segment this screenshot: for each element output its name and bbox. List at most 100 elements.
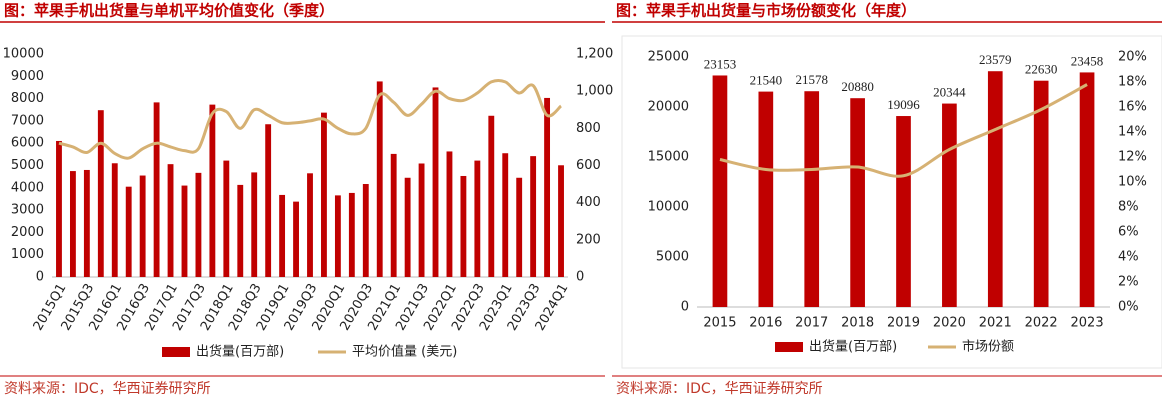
bar bbox=[987, 71, 1003, 308]
bar bbox=[251, 172, 258, 277]
y2-tick-label: 4% bbox=[1118, 250, 1139, 265]
chart-title: 图：苹果手机出货量与市场份额变化（年度） bbox=[616, 2, 916, 20]
value-label: 21540 bbox=[750, 73, 783, 88]
bar bbox=[502, 153, 509, 277]
legend-swatch bbox=[162, 347, 190, 357]
bar bbox=[558, 165, 564, 277]
bar bbox=[307, 173, 313, 277]
y2-tick-label: 6% bbox=[1118, 225, 1139, 240]
y2-tick-label: 600 bbox=[576, 158, 601, 173]
legend-label: 出货量(百万部) bbox=[809, 339, 897, 355]
x-tick-label: 2017 bbox=[795, 316, 828, 331]
y-tick-label: 4000 bbox=[11, 180, 44, 195]
y-tick-label: 9000 bbox=[11, 69, 44, 84]
bar bbox=[712, 75, 728, 307]
legend-swatch bbox=[775, 342, 803, 352]
y2-tick-label: 12% bbox=[1118, 150, 1147, 165]
y-tick-label: 15000 bbox=[648, 150, 689, 165]
bar bbox=[195, 172, 202, 277]
bar bbox=[139, 175, 146, 277]
bar bbox=[362, 184, 369, 277]
y2-tick-label: 1,200 bbox=[576, 47, 613, 62]
x-tick-label: 2019 bbox=[887, 316, 920, 331]
y2-tick-label: 20% bbox=[1118, 50, 1147, 65]
y-tick-label: 25000 bbox=[648, 50, 689, 65]
y-tick-label: 10000 bbox=[648, 200, 689, 215]
y2-tick-label: 16% bbox=[1118, 100, 1147, 115]
source-note: 资料来源：IDC，华西证券研究所 bbox=[4, 381, 211, 397]
bar bbox=[83, 169, 90, 277]
y-tick-label: 10000 bbox=[3, 47, 44, 62]
bar bbox=[279, 194, 286, 277]
y-tick-label: 5000 bbox=[656, 250, 689, 265]
value-label: 20344 bbox=[933, 85, 966, 100]
value-label: 23153 bbox=[704, 56, 737, 71]
y-tick-label: 1000 bbox=[11, 247, 44, 262]
y2-tick-label: 0% bbox=[1118, 300, 1139, 315]
bar bbox=[446, 151, 453, 277]
bar bbox=[1079, 72, 1095, 307]
bar bbox=[942, 103, 957, 307]
x-tick-label: 2021 bbox=[979, 316, 1012, 331]
bar bbox=[153, 102, 160, 278]
bar bbox=[321, 112, 327, 277]
y-tick-label: 20000 bbox=[648, 100, 689, 115]
x-tick-label: 2020 bbox=[933, 316, 966, 331]
bar bbox=[97, 110, 104, 277]
y-tick-label: 7000 bbox=[11, 113, 44, 128]
bar bbox=[223, 160, 230, 277]
y2-tick-label: 8% bbox=[1118, 200, 1139, 215]
bar bbox=[896, 116, 911, 307]
value-label: 23579 bbox=[979, 52, 1012, 67]
x-tick-label: 2022 bbox=[1025, 316, 1058, 331]
bar bbox=[1033, 80, 1049, 307]
y-tick-label: 8000 bbox=[11, 91, 44, 106]
source-note: 资料来源：IDC，华西证券研究所 bbox=[616, 381, 823, 397]
bar bbox=[209, 104, 216, 277]
bar bbox=[265, 124, 272, 278]
y2-tick-label: 14% bbox=[1118, 125, 1147, 140]
y-tick-label: 6000 bbox=[11, 136, 44, 151]
bar bbox=[237, 184, 244, 277]
y2-tick-label: 0 bbox=[576, 270, 584, 285]
y2-tick-label: 200 bbox=[576, 232, 601, 247]
y2-tick-label: 400 bbox=[576, 195, 601, 210]
bar bbox=[125, 186, 132, 277]
bar bbox=[348, 192, 355, 277]
bar bbox=[56, 140, 62, 277]
value-label: 19096 bbox=[887, 97, 920, 112]
bar bbox=[460, 175, 467, 277]
value-label: 21578 bbox=[795, 72, 828, 87]
value-label: 23458 bbox=[1071, 53, 1104, 68]
bar bbox=[804, 91, 820, 307]
bar bbox=[111, 163, 118, 277]
x-tick-label: 2016 bbox=[749, 316, 782, 331]
bar bbox=[516, 177, 523, 277]
line bbox=[58, 78, 563, 160]
bar bbox=[418, 163, 425, 277]
bar bbox=[404, 177, 411, 277]
bar bbox=[167, 164, 174, 277]
x-tick-label: 2018 bbox=[841, 316, 874, 331]
bar bbox=[69, 171, 76, 277]
bar bbox=[432, 87, 439, 277]
y-tick-label: 0 bbox=[36, 270, 44, 285]
bar bbox=[376, 81, 383, 277]
y2-tick-label: 18% bbox=[1118, 75, 1147, 90]
bar bbox=[293, 201, 299, 277]
bar bbox=[181, 185, 188, 277]
x-tick-label: 2023 bbox=[1071, 316, 1104, 331]
value-label: 22630 bbox=[1025, 62, 1058, 77]
y2-tick-label: 1,000 bbox=[576, 84, 613, 99]
legend-label: 市场份额 bbox=[962, 339, 1014, 355]
chart-title: 图：苹果手机出货量与单机平均价值变化（季度） bbox=[4, 2, 334, 20]
bar bbox=[544, 97, 551, 277]
bar bbox=[530, 156, 537, 277]
bar bbox=[334, 195, 341, 277]
y-tick-label: 3000 bbox=[11, 203, 44, 218]
x-tick-label: 2015 bbox=[703, 316, 736, 331]
y-tick-label: 2000 bbox=[11, 225, 44, 240]
bar bbox=[488, 115, 495, 278]
y-tick-label: 0 bbox=[681, 300, 689, 315]
